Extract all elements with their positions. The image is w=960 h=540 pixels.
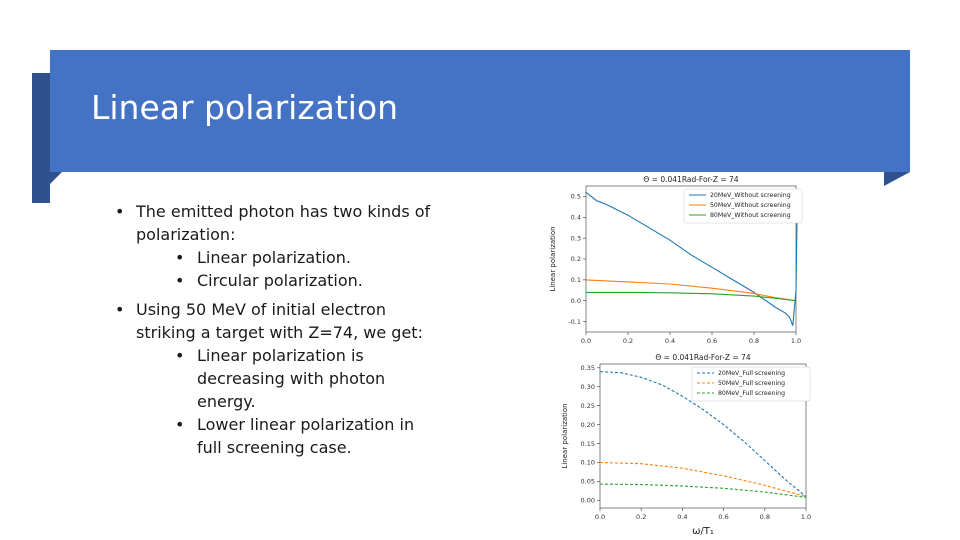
y-tick-label: 0.1: [571, 276, 581, 284]
series-line: [586, 291, 797, 302]
y-tick-label: 0.4: [571, 213, 581, 221]
x-tick-label: 0.0: [581, 337, 591, 345]
legend-label: 80MeV_Full screening: [718, 390, 785, 397]
y-tick-label: 0.25: [581, 402, 595, 410]
x-tick-label: 1.0: [801, 513, 811, 521]
slide-body: The emitted photon has two kinds of pola…: [112, 200, 432, 465]
series-line: [585, 191, 798, 326]
legend-label: 20MeV_Without screening: [710, 192, 791, 199]
sub-bullet-text: Circular polarization.: [197, 271, 363, 290]
y-tick-label: 0.0: [571, 297, 581, 305]
slide-title: Linear polarization: [91, 88, 399, 127]
legend-label: 50MeV_Full screening: [718, 380, 785, 387]
banner-fold-left: [32, 172, 62, 202]
y-tick-label: 0.5: [571, 193, 581, 201]
x-tick-label: 0.4: [677, 513, 687, 521]
sub-bullet-item: Linear polarization.: [172, 246, 432, 269]
sub-bullet-item: Linear polarization is decreasing with p…: [172, 344, 432, 413]
y-tick-label: 0.20: [581, 421, 595, 429]
y-tick-label: 0.05: [581, 478, 595, 486]
x-tick-label: 0.0: [595, 513, 605, 521]
y-axis-label: Linear polarization: [561, 403, 569, 468]
series-line: [599, 483, 807, 498]
x-tick-label: 0.8: [749, 337, 759, 345]
x-tick-label: 0.2: [623, 337, 633, 345]
x-axis-label: ω/T₁: [692, 526, 714, 536]
y-axis-label: Linear polarization: [549, 226, 557, 291]
title-banner: [50, 50, 910, 172]
polarization-chart-full-screening: Θ = 0.041Rad-For-Z = 74 0.0 0.2 0.4 0.6 0.8 1.…: [561, 353, 811, 536]
polarization-chart-without-screening: Θ = 0.041Rad-For-Z = 74 0.0 0.2 0.4 0.6 0.8 1.…: [549, 175, 803, 345]
bullet-item: Using 50 MeV of initial electron strikin…: [112, 298, 432, 459]
legend-box: [691, 366, 811, 402]
x-tick-label: 0.6: [707, 337, 717, 345]
y-tick-label: 0.30: [581, 383, 595, 391]
series-line: [599, 461, 807, 498]
bullet-item: The emitted photon has two kinds of pola…: [112, 200, 432, 292]
banner-fold-right: [884, 172, 910, 186]
y-tick-label: 0.2: [571, 255, 581, 263]
sub-bullet-item: Lower linear polarization in full screen…: [172, 413, 432, 459]
legend-box: [683, 188, 803, 224]
x-tick-label: 0.4: [665, 337, 675, 345]
plot-frame: [599, 363, 807, 509]
x-tick-label: 0.2: [636, 513, 646, 521]
y-tick-label: 0.35: [581, 364, 595, 372]
y-tick-label: 0.10: [581, 459, 595, 467]
x-tick-label: 0.8: [760, 513, 770, 521]
y-tick-label: 0.3: [571, 234, 581, 242]
y-tick-label: -0.1: [568, 318, 581, 326]
legend-label: 50MeV_Without screening: [710, 202, 791, 209]
legend-label: 20MeV_Full screening: [718, 370, 785, 377]
bullet-text: The emitted photon has two kinds of pola…: [136, 202, 431, 244]
sub-bullet-text: Linear polarization is decreasing with p…: [197, 346, 386, 411]
bullet-text: Using 50 MeV of initial electron strikin…: [136, 300, 423, 342]
y-tick-label: 0.00: [581, 497, 595, 505]
y-tick-label: 0.15: [581, 440, 595, 448]
legend-label: 80MeV_Without screening: [710, 212, 791, 219]
chart-title: Θ = 0.041Rad-For-Z = 74: [655, 353, 750, 362]
series-line: [599, 371, 807, 498]
series-line: [585, 279, 797, 302]
x-tick-label: 1.0: [791, 337, 801, 345]
chart-title: Θ = 0.041Rad-For-Z = 74: [643, 175, 738, 184]
x-tick-label: 0.6: [718, 513, 728, 521]
sub-bullet-text: Linear polarization.: [197, 248, 351, 267]
sub-bullet-item: Circular polarization.: [172, 269, 432, 292]
banner-shadow-left: [32, 73, 50, 203]
sub-bullet-text: Lower linear polarization in full screen…: [197, 415, 415, 457]
